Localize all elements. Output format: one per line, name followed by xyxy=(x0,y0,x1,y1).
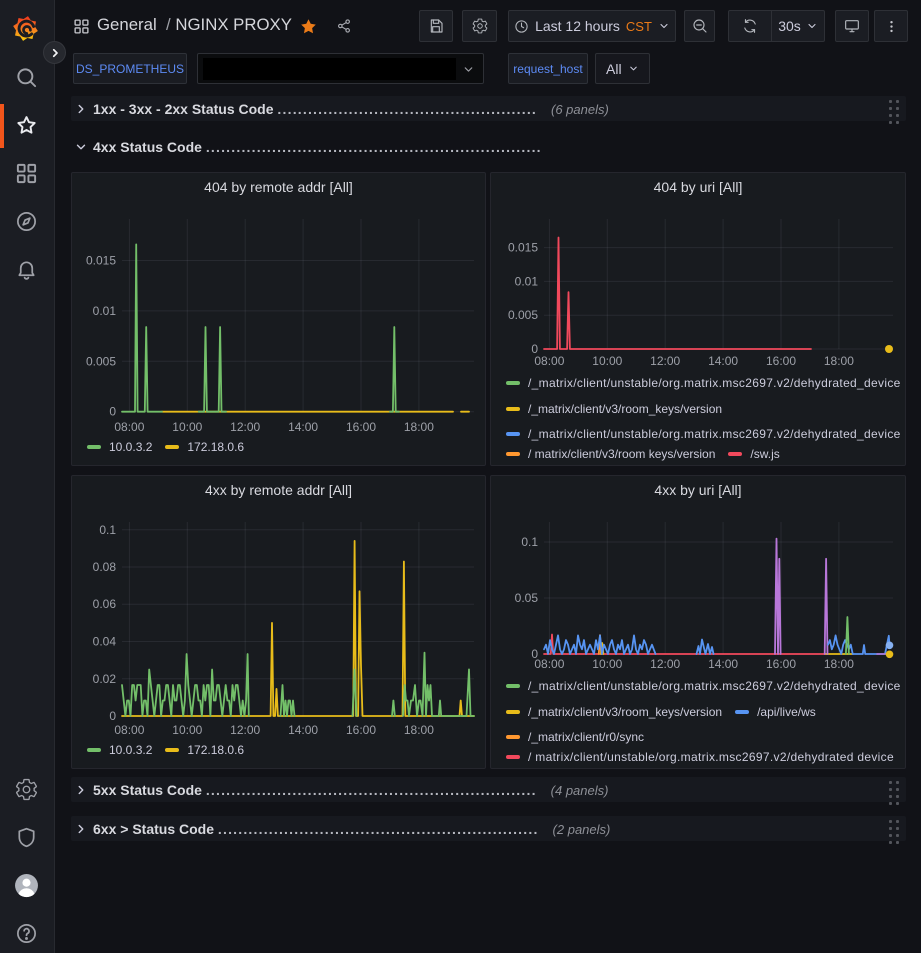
svg-text:18:00: 18:00 xyxy=(824,354,854,368)
svg-text:16:00: 16:00 xyxy=(766,354,796,368)
svg-text:0: 0 xyxy=(109,405,116,419)
svg-text:18:00: 18:00 xyxy=(404,420,434,434)
svg-text:0: 0 xyxy=(109,709,116,723)
svg-text:14:00: 14:00 xyxy=(708,657,738,671)
svg-text:10:00: 10:00 xyxy=(172,723,202,737)
svg-text:08:00: 08:00 xyxy=(114,723,144,737)
svg-text:16:00: 16:00 xyxy=(346,420,376,434)
svg-text:0.02: 0.02 xyxy=(93,672,117,686)
svg-text:0: 0 xyxy=(531,647,538,661)
svg-text:0.015: 0.015 xyxy=(86,254,116,268)
svg-text:14:00: 14:00 xyxy=(288,723,318,737)
svg-text:12:00: 12:00 xyxy=(230,420,260,434)
svg-text:08:00: 08:00 xyxy=(534,657,564,671)
svg-text:10:00: 10:00 xyxy=(172,420,202,434)
svg-text:16:00: 16:00 xyxy=(766,657,796,671)
svg-text:0.05: 0.05 xyxy=(515,591,539,605)
svg-text:0.1: 0.1 xyxy=(521,535,538,549)
svg-text:0.005: 0.005 xyxy=(86,354,116,368)
svg-text:14:00: 14:00 xyxy=(708,354,738,368)
svg-text:0.1: 0.1 xyxy=(99,523,116,537)
svg-text:16:00: 16:00 xyxy=(346,723,376,737)
svg-text:18:00: 18:00 xyxy=(824,657,854,671)
svg-text:0: 0 xyxy=(531,342,538,356)
svg-text:0.08: 0.08 xyxy=(93,560,117,574)
svg-text:10:00: 10:00 xyxy=(592,657,622,671)
svg-text:0.005: 0.005 xyxy=(508,308,538,322)
svg-text:14:00: 14:00 xyxy=(288,420,318,434)
svg-text:08:00: 08:00 xyxy=(114,420,144,434)
svg-text:08:00: 08:00 xyxy=(534,354,564,368)
svg-text:12:00: 12:00 xyxy=(650,354,680,368)
svg-text:10:00: 10:00 xyxy=(592,354,622,368)
svg-text:0.04: 0.04 xyxy=(93,635,117,649)
svg-text:0.01: 0.01 xyxy=(93,304,117,318)
svg-text:12:00: 12:00 xyxy=(230,723,260,737)
svg-text:18:00: 18:00 xyxy=(404,723,434,737)
svg-text:0.015: 0.015 xyxy=(508,241,538,255)
svg-text:0.06: 0.06 xyxy=(93,597,117,611)
svg-text:0.01: 0.01 xyxy=(515,274,539,288)
svg-text:12:00: 12:00 xyxy=(650,657,680,671)
